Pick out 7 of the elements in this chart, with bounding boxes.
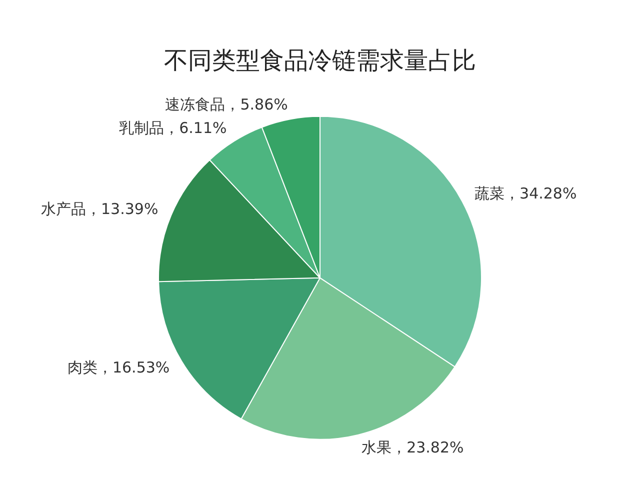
slice-label: 水产品，13.39% [41,200,158,218]
slice-label: 蔬菜，34.28% [474,184,577,203]
chart-title: 不同类型食品冷链需求量占比 [164,46,476,75]
slice-label: 速冻食品，5.86% [165,95,288,114]
slice-label: 乳制品，6.11% [119,119,227,138]
slice-label: 肉类，16.53% [67,358,170,376]
slice-label: 水果，23.82% [362,438,464,456]
